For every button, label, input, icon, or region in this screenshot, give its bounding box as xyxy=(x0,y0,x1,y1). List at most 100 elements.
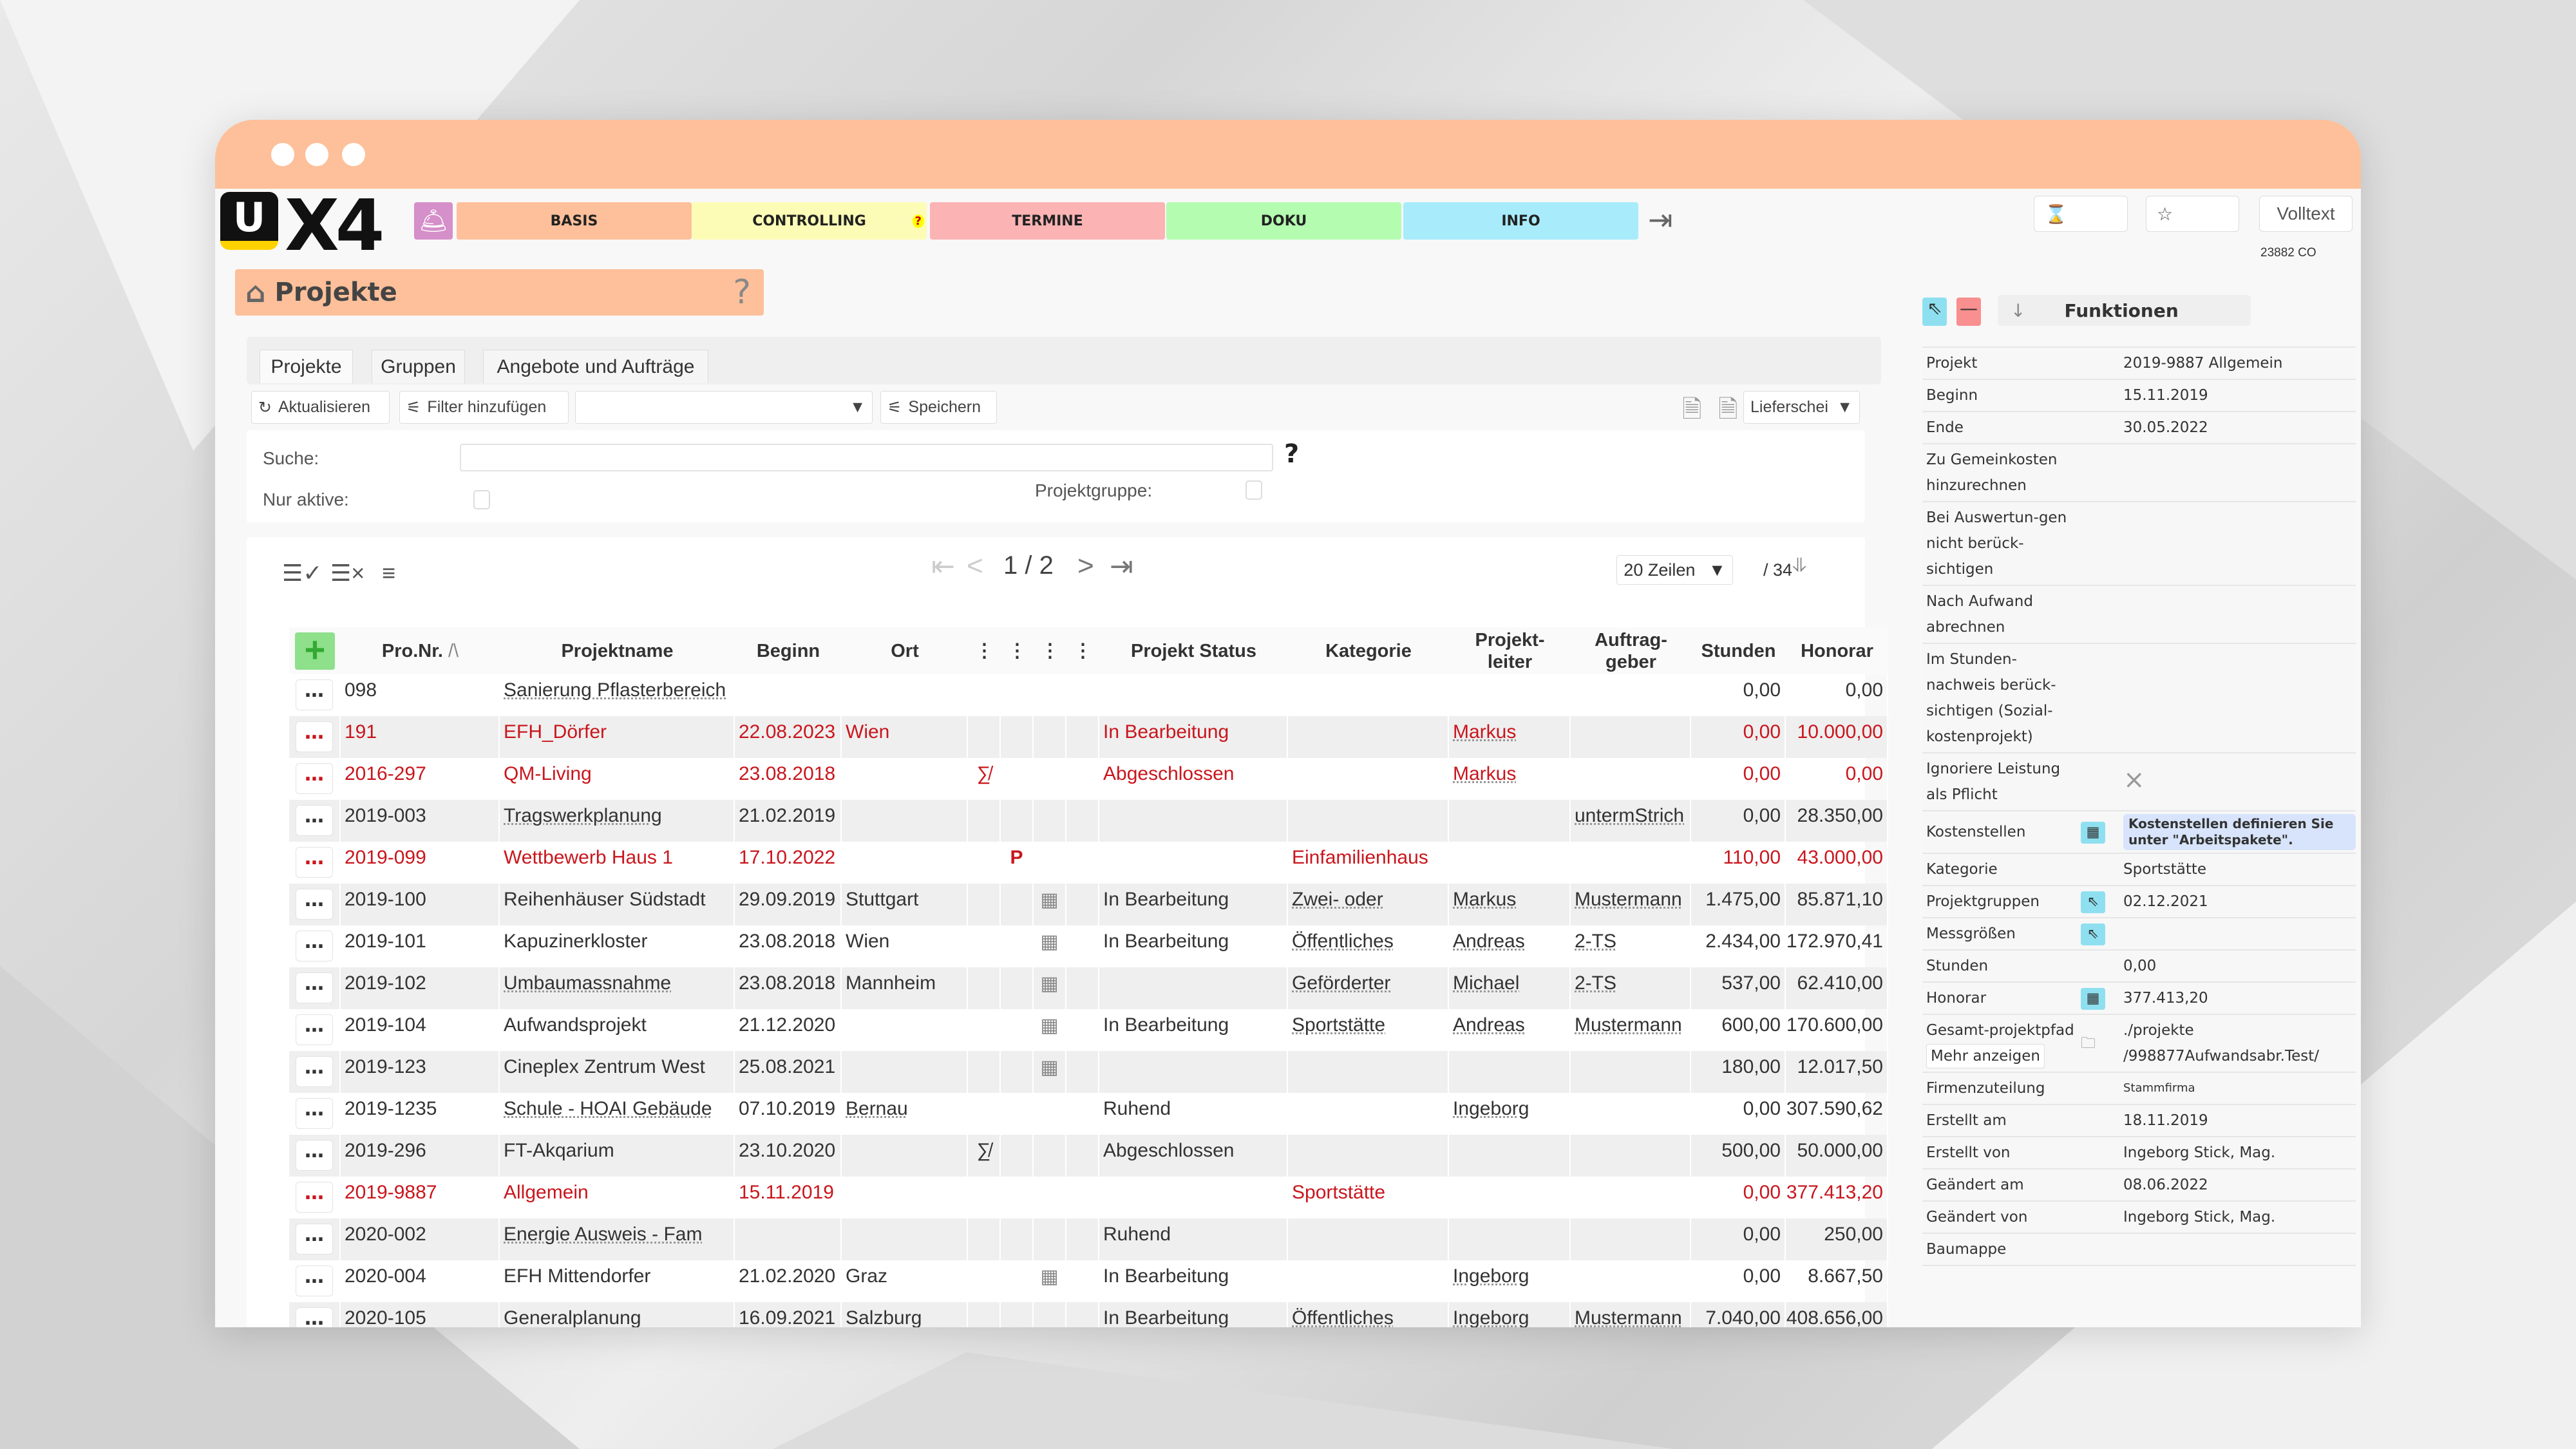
remove-icon[interactable]: — xyxy=(1956,298,1981,326)
bell-icon[interactable]: 🛎 xyxy=(414,202,453,240)
favorites-button[interactable]: ☆ xyxy=(2146,196,2239,232)
filter-select[interactable]: ▼ xyxy=(575,391,873,424)
more-actions-button[interactable]: … xyxy=(296,1140,333,1171)
more-actions-button[interactable]: … xyxy=(296,805,333,836)
more-actions-button[interactable]: … xyxy=(296,679,333,710)
header-auftraggeber[interactable]: Auftrag- geber xyxy=(1571,627,1691,674)
header-ort[interactable]: Ort xyxy=(842,627,968,674)
window-dot-maximize[interactable] xyxy=(342,143,365,166)
more-actions-button[interactable]: … xyxy=(296,1307,333,1327)
window-dot-close[interactable] xyxy=(271,143,294,166)
nav-controlling[interactable]: CONTROLLING? xyxy=(692,202,927,240)
fulltext-search-button[interactable]: Volltext xyxy=(2259,196,2353,232)
tab-angebote-auftraege[interactable]: Angebote und Aufträge xyxy=(483,350,708,383)
cell-status: Ruhend xyxy=(1099,1093,1288,1135)
sort-asc-icon[interactable]: /\ xyxy=(448,640,459,661)
functions-menu-button[interactable]: ↓ Funktionen xyxy=(1998,295,2251,326)
more-actions-button[interactable]: … xyxy=(296,763,333,794)
cell-honorar: 0,00 xyxy=(1786,674,1888,716)
header-projektleiter[interactable]: Projekt- leiter xyxy=(1449,627,1571,674)
cell-stunden: 7.040,00 xyxy=(1691,1302,1786,1327)
header-ort-label: Ort xyxy=(891,640,919,661)
header-projektname[interactable]: Projektname xyxy=(500,627,735,674)
cell-beginn: 16.09.2021 xyxy=(735,1302,842,1327)
more-actions-button[interactable]: … xyxy=(296,1224,333,1255)
header-menu-4[interactable]: ⋮ xyxy=(1066,627,1099,674)
header-stunden[interactable]: Stunden xyxy=(1691,627,1786,674)
header-beginn[interactable]: Beginn xyxy=(735,627,842,674)
rows-per-page-select[interactable]: 20 Zeilen ▼ xyxy=(1616,555,1733,585)
logout-icon[interactable]: ⇥ xyxy=(1648,203,1673,236)
deselect-all-icon[interactable]: ☰× xyxy=(330,560,365,586)
cell-stunden-value: 0,00 xyxy=(1743,1224,1781,1245)
last-page-icon[interactable]: ⇥ xyxy=(1110,551,1133,582)
tab-gruppen[interactable]: Gruppen xyxy=(372,350,465,383)
cost-grid-icon[interactable]: ▦ xyxy=(2081,822,2105,844)
cell-stunden-value: 0,00 xyxy=(1743,721,1781,743)
property-value-cell: 18.11.2019 xyxy=(2123,1108,2356,1133)
more-actions-button[interactable]: … xyxy=(296,931,333,961)
cell-i1 xyxy=(968,1302,1001,1327)
header-kategorie[interactable]: Kategorie xyxy=(1288,627,1449,674)
window-dot-minimize[interactable] xyxy=(305,143,328,166)
more-actions-button[interactable]: … xyxy=(296,1014,333,1045)
header-menu-3[interactable]: ⋮ xyxy=(1034,627,1066,674)
more-actions-button[interactable]: … xyxy=(296,1098,333,1129)
header-menu-2[interactable]: ⋮ xyxy=(1001,627,1034,674)
sort-options-icon[interactable]: ⥥ xyxy=(1792,555,1806,576)
more-actions-button[interactable]: … xyxy=(296,1056,333,1087)
add-filter-button[interactable]: ⚟ Filter hinzufügen xyxy=(399,391,569,424)
nav-basis[interactable]: BASIS xyxy=(457,202,692,240)
next-page-icon[interactable]: > xyxy=(1077,550,1094,582)
cell-leiter-value: Ingeborg xyxy=(1453,1307,1530,1327)
cell-kategorie: Einfamilienhaus xyxy=(1288,842,1449,884)
more-actions-button[interactable]: … xyxy=(296,847,333,878)
only-active-checkbox[interactable] xyxy=(473,490,490,509)
more-actions-button[interactable]: … xyxy=(296,972,333,1003)
prev-page-icon[interactable]: < xyxy=(967,550,983,582)
select-pointer-icon[interactable]: ⇖ xyxy=(1922,298,1947,326)
more-actions-button[interactable]: … xyxy=(296,889,333,920)
cell-leiter-value: Michael xyxy=(1453,972,1520,994)
header-honorar[interactable]: Honorar xyxy=(1786,627,1888,674)
select-all-icon[interactable]: ☰✓ xyxy=(282,560,323,586)
pointer-icon[interactable]: ⇖ xyxy=(2081,923,2105,945)
more-button[interactable]: Mehr anzeigen xyxy=(1926,1044,2045,1068)
cell-status-value: In Bearbeitung xyxy=(1103,931,1229,952)
nav-termine[interactable]: TERMINE xyxy=(930,202,1165,240)
header-menu-1[interactable]: ⋮ xyxy=(968,627,1001,674)
nav-info[interactable]: INFO xyxy=(1403,202,1638,240)
pointer-icon[interactable]: ⇖ xyxy=(2081,891,2105,913)
search-help-icon[interactable]: ? xyxy=(1284,439,1300,469)
cost-grid-icon[interactable]: ▦ xyxy=(2081,988,2105,1010)
cell-i4 xyxy=(1066,1302,1099,1327)
header-status[interactable]: Projekt Status xyxy=(1099,627,1288,674)
cell-status xyxy=(1099,967,1288,1009)
tab-projekte[interactable]: Projekte xyxy=(260,350,353,383)
folder-icon[interactable]: 🗀 xyxy=(2081,1035,2096,1052)
nav-doku[interactable]: DOKU xyxy=(1166,202,1401,240)
csv-export-icon[interactable]: 🗎 xyxy=(1682,396,1702,423)
list-view-icon[interactable]: ≡ xyxy=(382,560,396,586)
cell-ort: Salzburg xyxy=(842,1302,968,1327)
export-select[interactable]: Lieferschein ▼ xyxy=(1743,391,1860,424)
cell-status: In Bearbeitung xyxy=(1099,925,1288,967)
home-icon[interactable]: ⌂ xyxy=(245,276,266,309)
add-project-button[interactable]: + xyxy=(289,627,341,674)
more-actions-button[interactable]: … xyxy=(296,1182,333,1213)
save-filter-button[interactable]: ⚟ Speichern xyxy=(880,391,997,424)
project-group-checkbox[interactable] xyxy=(1245,480,1262,500)
pdf-export-icon[interactable]: 🗎 xyxy=(1718,396,1738,423)
first-page-icon[interactable]: ⇤ xyxy=(931,551,955,582)
cell-honorar-value: 377.413,20 xyxy=(1786,1182,1883,1203)
help-icon[interactable]: ? xyxy=(733,273,751,312)
history-button[interactable]: ⌛ xyxy=(2034,196,2128,232)
more-actions-button[interactable]: … xyxy=(296,1265,333,1296)
header-pro-nr[interactable]: Pro.Nr./\ xyxy=(341,627,500,674)
more-actions-button[interactable]: … xyxy=(296,721,333,752)
refresh-button[interactable]: ↻ Aktualisieren xyxy=(251,391,390,424)
cell-honorar: 377.413,20 xyxy=(1786,1177,1888,1218)
property-value-cell: 15.11.2019 xyxy=(2123,383,2356,408)
cell-kategorie xyxy=(1288,800,1449,842)
search-input[interactable] xyxy=(460,444,1273,471)
